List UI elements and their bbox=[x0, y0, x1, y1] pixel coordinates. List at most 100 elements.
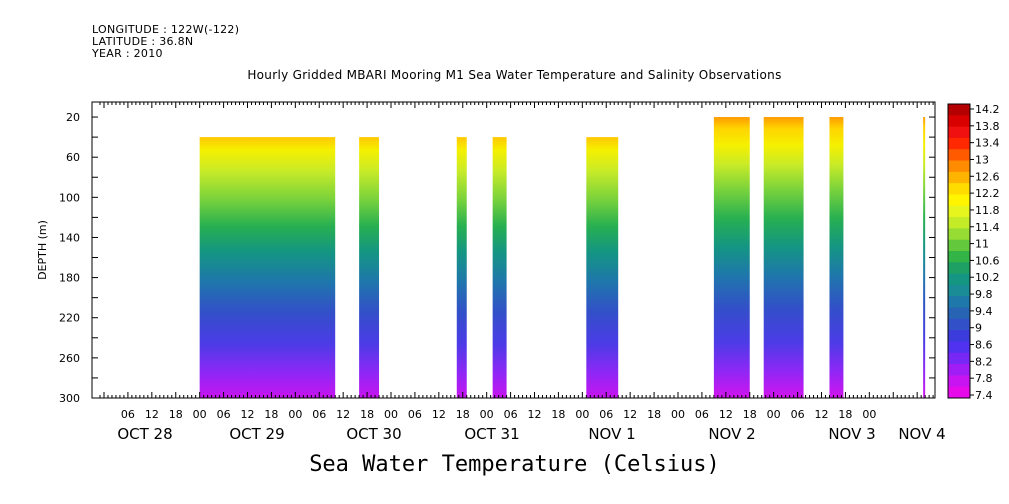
legend-label: 8.2 bbox=[975, 355, 993, 368]
x-tick-label: 06 bbox=[504, 408, 518, 421]
legend-label: 9.8 bbox=[975, 288, 993, 301]
data-segment bbox=[199, 137, 336, 398]
legend-label: 13.4 bbox=[975, 137, 1000, 150]
legend-swatch bbox=[948, 171, 970, 184]
legend-label: 8.6 bbox=[975, 339, 993, 352]
legend-swatch bbox=[948, 126, 970, 139]
data-segment bbox=[763, 117, 804, 399]
data-segment bbox=[586, 137, 619, 398]
legend-label: 11.4 bbox=[975, 221, 1000, 234]
x-tick-label: 06 bbox=[408, 408, 422, 421]
y-tick-label: 20 bbox=[66, 111, 80, 124]
chart-title: Hourly Gridded MBARI Mooring M1 Sea Wate… bbox=[247, 68, 782, 82]
x-tick-label: 00 bbox=[575, 408, 589, 421]
x-tick-label: 00 bbox=[767, 408, 781, 421]
legend-swatch bbox=[948, 364, 970, 376]
legend-label: 14.2 bbox=[975, 103, 1000, 116]
legend-swatch bbox=[948, 386, 970, 399]
legend-swatch bbox=[948, 341, 970, 354]
legend-label: 11 bbox=[975, 238, 989, 251]
legend-swatch bbox=[948, 160, 970, 173]
x-tick-label: 12 bbox=[336, 408, 350, 421]
legend-label: 10.2 bbox=[975, 271, 1000, 284]
year-text: YEAR : 2010 bbox=[92, 47, 163, 60]
legend-swatch bbox=[948, 251, 970, 263]
legend-swatch bbox=[948, 239, 970, 252]
x-tick-label: 06 bbox=[217, 408, 231, 421]
x-day-label: OCT 31 bbox=[464, 425, 519, 443]
y-tick-label: 220 bbox=[59, 312, 80, 325]
y-tick-label: 300 bbox=[59, 392, 80, 405]
legend-swatch bbox=[948, 262, 970, 275]
legend-swatch bbox=[948, 375, 970, 388]
legend-label: 12.2 bbox=[975, 187, 1000, 200]
legend-label: 12.6 bbox=[975, 170, 1000, 183]
legend-swatch bbox=[948, 115, 970, 128]
legend-label: 7.4 bbox=[975, 389, 993, 402]
x-tick-label: 18 bbox=[360, 408, 374, 421]
x-tick-label: 12 bbox=[528, 408, 542, 421]
x-tick-label: 06 bbox=[791, 408, 805, 421]
data-segment bbox=[829, 117, 844, 399]
latitude-text: LATITUDE : 36.8N bbox=[92, 35, 194, 48]
y-tick-label: 180 bbox=[59, 272, 80, 285]
longitude-text: LONGITUDE : 122W(-122) bbox=[92, 23, 240, 36]
legend-label: 9 bbox=[975, 322, 982, 335]
x-tick-label: 06 bbox=[695, 408, 709, 421]
footer-title: Sea Water Temperature (Celsius) bbox=[309, 452, 720, 477]
x-tick-label: 18 bbox=[169, 408, 183, 421]
legend-swatch bbox=[948, 284, 970, 297]
x-tick-label: 18 bbox=[838, 408, 852, 421]
legend-frame bbox=[947, 103, 971, 399]
x-tick-label: 00 bbox=[862, 408, 876, 421]
x-tick-label: 00 bbox=[671, 408, 685, 421]
y-tick-label: 260 bbox=[59, 352, 80, 365]
legend-swatch bbox=[948, 330, 970, 342]
x-tick-label: 06 bbox=[312, 408, 326, 421]
y-tick-label: 60 bbox=[66, 151, 80, 164]
plot-frame bbox=[91, 101, 936, 399]
y-tick-label: 140 bbox=[59, 231, 80, 244]
data-segment bbox=[359, 137, 380, 398]
data-segment bbox=[713, 117, 750, 399]
x-tick-label: 12 bbox=[623, 408, 637, 421]
x-day-label: OCT 28 bbox=[117, 425, 172, 443]
x-tick-label: 12 bbox=[719, 408, 733, 421]
x-tick-label: 06 bbox=[599, 408, 613, 421]
legend-swatch bbox=[948, 296, 970, 309]
x-day-label: NOV 2 bbox=[708, 425, 755, 443]
x-tick-label: 12 bbox=[432, 408, 446, 421]
x-tick-label: 12 bbox=[815, 408, 829, 421]
x-day-label: NOV 3 bbox=[828, 425, 875, 443]
legend-label: 9.4 bbox=[975, 305, 993, 318]
legend-swatch bbox=[948, 352, 970, 365]
legend-swatch bbox=[948, 217, 970, 229]
x-tick-label: 18 bbox=[743, 408, 757, 421]
x-tick-label: 00 bbox=[193, 408, 207, 421]
data-segment bbox=[923, 117, 926, 399]
x-tick-label: 18 bbox=[551, 408, 565, 421]
legend-swatch bbox=[948, 137, 970, 150]
x-tick-label: 12 bbox=[241, 408, 255, 421]
x-tick-label: 18 bbox=[264, 408, 278, 421]
legend-label: 11.8 bbox=[975, 204, 1000, 217]
y-axis-label: DEPTH (m) bbox=[36, 220, 49, 280]
x-tick-label: 18 bbox=[456, 408, 470, 421]
x-tick-label: 18 bbox=[647, 408, 661, 421]
x-tick-label: 12 bbox=[145, 408, 159, 421]
legend-swatch bbox=[948, 205, 970, 218]
legend-swatch bbox=[948, 318, 970, 331]
data-segment bbox=[456, 137, 467, 398]
x-tick-label: 06 bbox=[121, 408, 135, 421]
y-tick-label: 100 bbox=[59, 191, 80, 204]
x-tick-label: 00 bbox=[288, 408, 302, 421]
x-day-label: NOV 1 bbox=[588, 425, 635, 443]
data-segment bbox=[492, 137, 507, 398]
legend-swatch bbox=[948, 194, 970, 207]
legend-swatch bbox=[948, 104, 970, 116]
x-day-label: OCT 30 bbox=[346, 425, 401, 443]
legend-swatch bbox=[948, 228, 970, 241]
legend-label: 7.8 bbox=[975, 372, 993, 385]
x-tick-label: 00 bbox=[384, 408, 398, 421]
